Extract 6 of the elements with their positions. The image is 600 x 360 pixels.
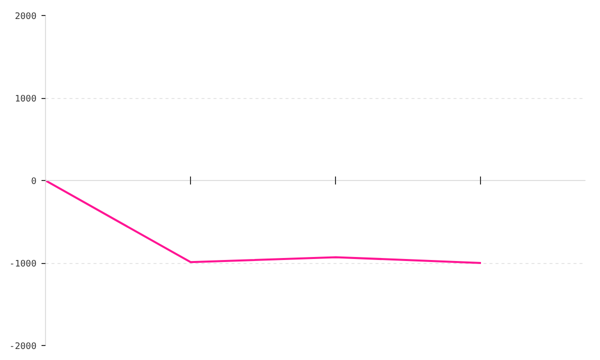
y-tick-label: 1000: [14, 94, 37, 104]
y-tick-label: 0: [31, 177, 37, 187]
line-series: [46, 180, 482, 264]
y-tick-label: -1000: [9, 260, 36, 270]
y-tick-label: 2000: [14, 12, 37, 22]
y-tick-label: -2000: [9, 342, 36, 352]
